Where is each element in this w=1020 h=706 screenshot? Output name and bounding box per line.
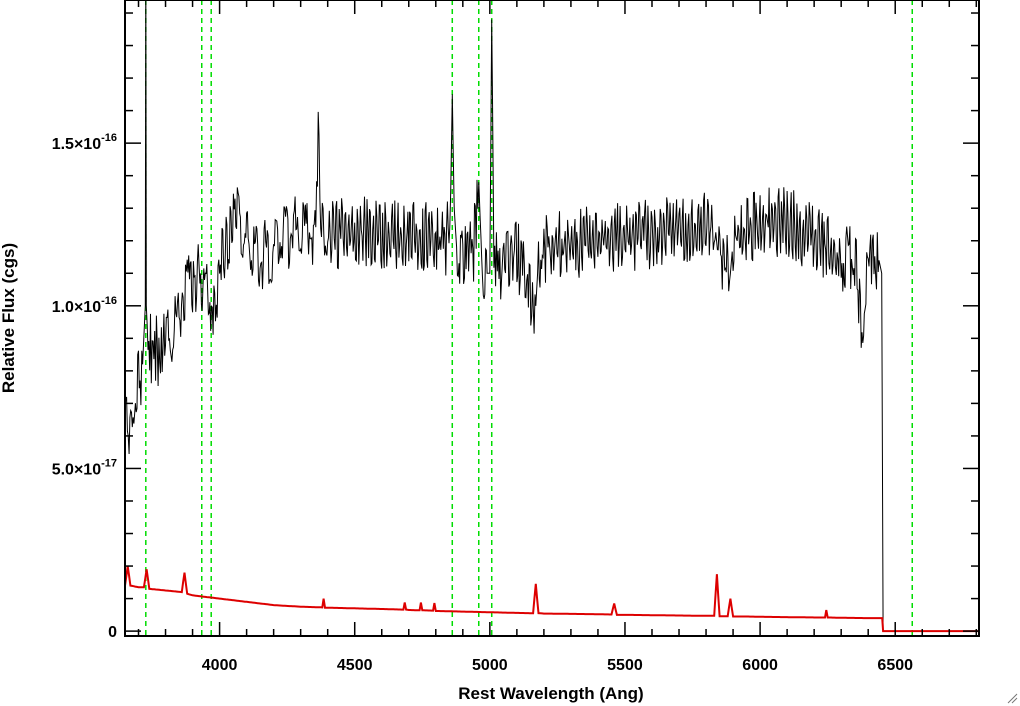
y-tick-labels: 0 5.0×10-17 1.0×10-16 1.5×10-16 <box>52 132 117 641</box>
emission-line-markers <box>145 0 913 636</box>
y-tick-label: 1.5×10-16 <box>52 132 117 153</box>
x-axis-title: Rest Wavelength (Ang) <box>458 684 643 703</box>
y-tick-label: 0 <box>108 624 117 641</box>
x-tick-label: 4500 <box>337 657 373 674</box>
x-tick-label: 6000 <box>742 657 778 674</box>
x-tick-label: 4000 <box>202 657 238 674</box>
series-group <box>125 0 979 633</box>
spectrum-series-line <box>125 0 884 632</box>
tick-marks <box>125 0 979 636</box>
y-tick-label: 1.0×10-16 <box>52 295 117 316</box>
plot-frame <box>124 0 980 637</box>
resize-grip-icon[interactable] <box>1006 692 1018 704</box>
x-tick-label: 6500 <box>877 657 913 674</box>
x-tick-label: 5000 <box>472 657 508 674</box>
x-tick-labels: 4000 4500 5000 5500 6000 6500 <box>202 657 913 674</box>
x-tick-label: 5500 <box>607 657 643 674</box>
error-series-line <box>125 565 979 633</box>
y-tick-label: 5.0×10-17 <box>52 457 117 478</box>
y-axis-title: Relative Flux (cgs) <box>0 243 18 393</box>
